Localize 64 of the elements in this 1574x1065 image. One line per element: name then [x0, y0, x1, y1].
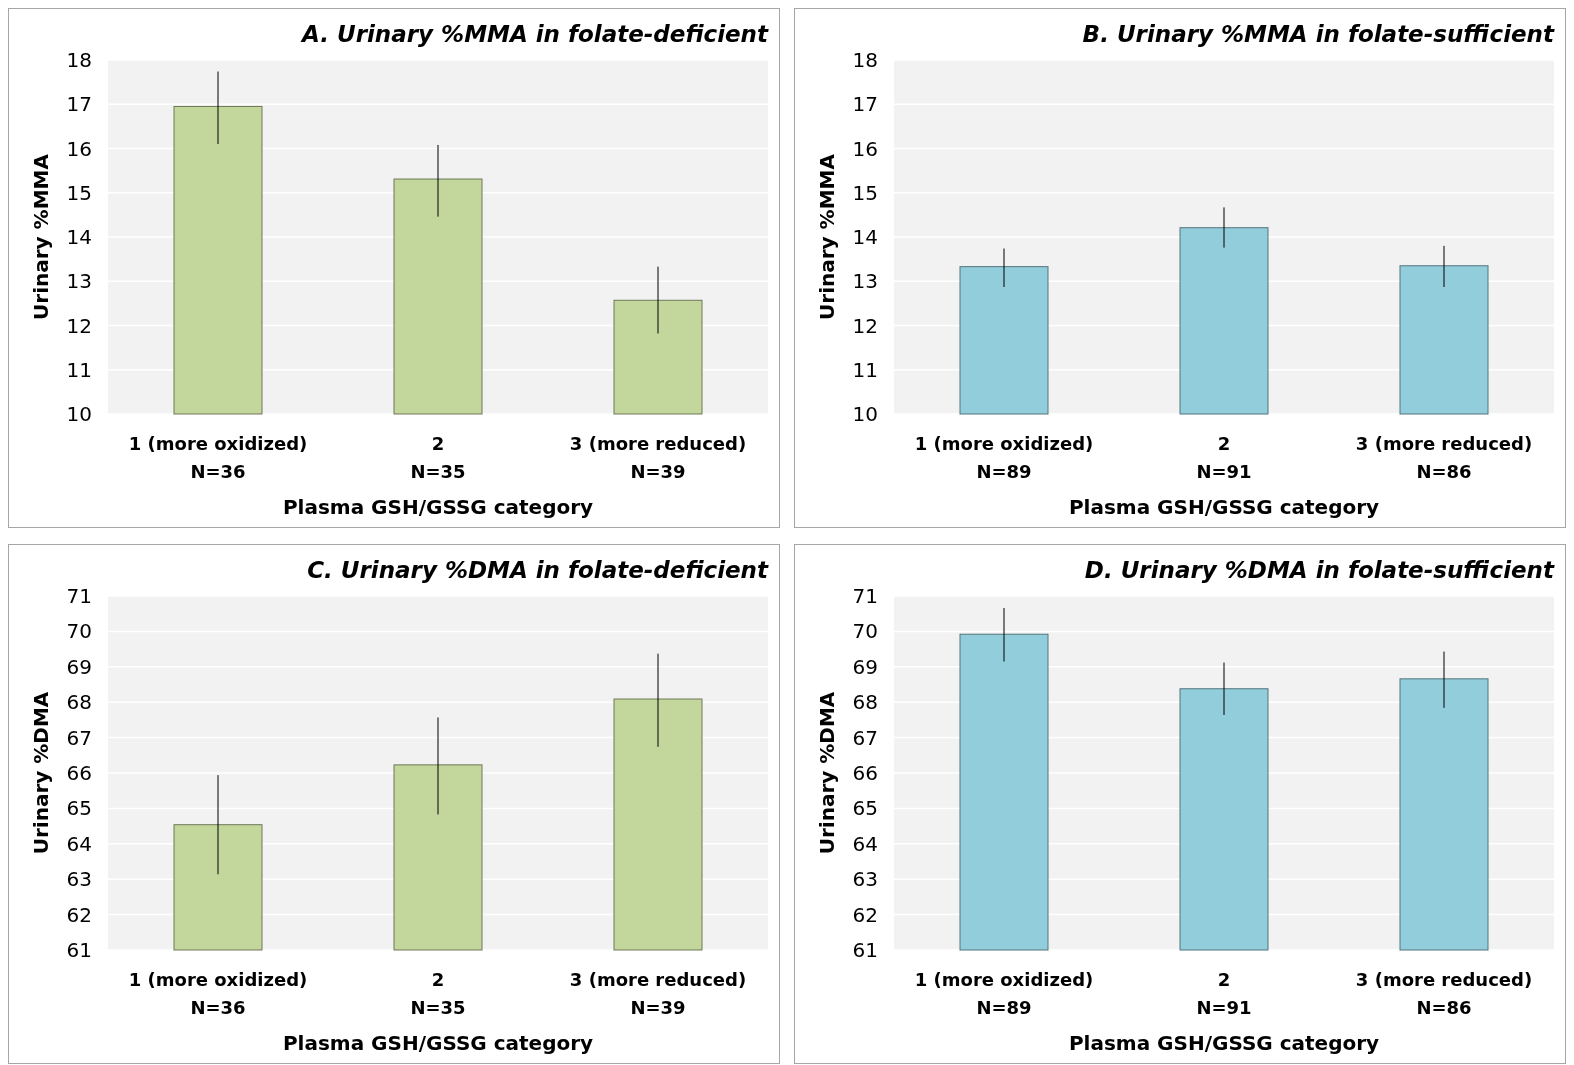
x-tick-label: 1 (more oxidized) N=89 — [914, 969, 1094, 1018]
y-tick-label: 61 — [66, 938, 92, 962]
y-tick-label: 14 — [66, 225, 92, 249]
y-tick-label: 63 — [66, 867, 92, 892]
y-tick-label: 68 — [66, 690, 92, 715]
y-tick-label: 70 — [66, 619, 92, 644]
y-tick-label: 71 — [66, 584, 92, 608]
x-axis-title: Plasma GSH/GSSG category — [1068, 495, 1380, 519]
y-tick-label: 67 — [66, 725, 92, 750]
chart-title: D. Urinary %DMA in folate-sufficient — [1084, 557, 1555, 583]
y-tick-label: 62 — [852, 902, 878, 927]
x-tick-label: 2 N=35 — [410, 969, 466, 1018]
y-tick-label: 61 — [852, 938, 878, 962]
y-tick-label: 13 — [66, 269, 92, 294]
x-tick-label: 1 (more oxidized) N=36 — [128, 969, 308, 1018]
y-axis-title: Urinary %DMA — [29, 691, 53, 855]
y-tick-label: 17 — [852, 92, 878, 117]
x-tick-label: 2 N=91 — [1196, 433, 1252, 482]
y-tick-label: 64 — [66, 831, 92, 856]
y-tick-label: 70 — [852, 619, 878, 644]
y-tick-label: 71 — [852, 584, 878, 608]
y-tick-label: 15 — [66, 180, 92, 205]
x-tick-label: 3 (more reduced) N=39 — [569, 969, 747, 1018]
y-tick-label: 12 — [66, 313, 92, 338]
y-tick-label: 65 — [852, 796, 878, 821]
x-tick-label: 2 N=91 — [1196, 969, 1252, 1018]
y-axis-title: Urinary %MMA — [815, 153, 839, 320]
x-axis-title: Plasma GSH/GSSG category — [1068, 1031, 1380, 1055]
y-tick-label: 11 — [852, 357, 878, 382]
y-tick-label: 17 — [66, 92, 92, 117]
y-axis-title: Urinary %DMA — [815, 691, 839, 855]
x-tick-label: 3 (more reduced) N=39 — [569, 433, 747, 482]
chart-title: B. Urinary %MMA in folate-sufficient — [1082, 21, 1555, 47]
y-tick-label: 63 — [852, 867, 878, 892]
x-tick-label: 3 (more reduced) N=86 — [1355, 969, 1533, 1018]
y-tick-label: 66 — [66, 761, 92, 785]
y-tick-label: 65 — [66, 796, 92, 821]
y-tick-label: 68 — [852, 690, 878, 715]
y-tick-label: 11 — [66, 357, 92, 382]
y-tick-label: 18 — [66, 48, 92, 72]
y-tick-label: 13 — [852, 269, 878, 294]
y-tick-label: 12 — [852, 313, 878, 338]
y-tick-label: 66 — [852, 761, 878, 785]
chart-title: C. Urinary %DMA in folate-deficient — [307, 557, 769, 583]
y-tick-label: 16 — [66, 136, 92, 161]
x-tick-label: 2 N=35 — [410, 433, 466, 482]
y-tick-label: 10 — [66, 402, 92, 426]
x-tick-label: 3 (more reduced) N=86 — [1355, 433, 1533, 482]
x-axis-title: Plasma GSH/GSSG category — [282, 495, 594, 519]
y-tick-label: 16 — [852, 136, 878, 161]
x-axis-title: Plasma GSH/GSSG category — [282, 1031, 594, 1055]
y-tick-label: 18 — [852, 48, 878, 72]
y-tick-label: 14 — [852, 225, 878, 249]
y-tick-label: 69 — [66, 654, 92, 679]
y-tick-label: 64 — [852, 831, 878, 856]
y-tick-label: 15 — [852, 180, 878, 205]
y-tick-label: 67 — [852, 725, 878, 750]
x-tick-label: 1 (more oxidized) N=89 — [914, 433, 1094, 482]
y-tick-label: 69 — [852, 654, 878, 679]
x-tick-label: 1 (more oxidized) N=36 — [128, 433, 308, 482]
chart-title: A. Urinary %MMA in folate-deficient — [299, 21, 769, 47]
y-tick-label: 62 — [66, 902, 92, 927]
y-axis-title: Urinary %MMA — [29, 153, 53, 320]
y-tick-label: 10 — [852, 402, 878, 426]
